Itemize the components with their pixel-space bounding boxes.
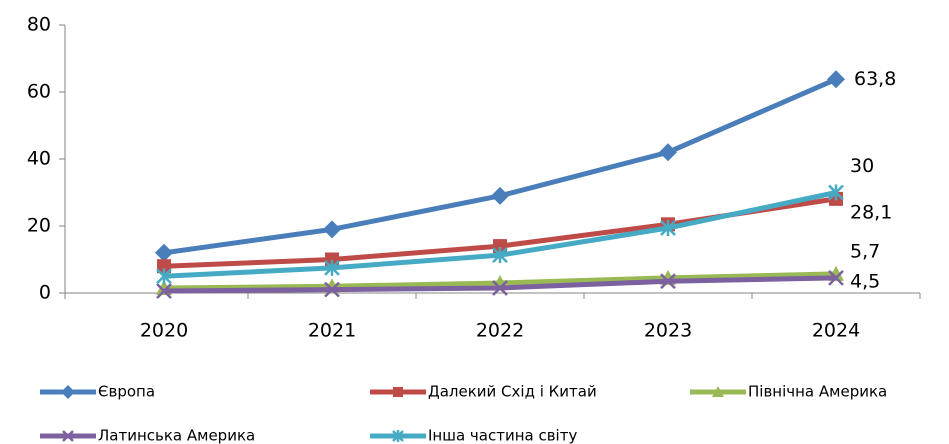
x-tick-label: 2023 (644, 320, 692, 342)
legend-marker (393, 387, 403, 397)
marker (324, 259, 340, 276)
x-tick-label: 2020 (140, 320, 188, 342)
y-tick-label: 0 (39, 282, 51, 304)
marker (157, 259, 171, 274)
series-line (163, 76, 837, 256)
marker (492, 280, 508, 296)
y-tick-label: 60 (27, 81, 51, 103)
legend-label: Латинська Америка (98, 427, 255, 444)
legend-label: Північна Америка (748, 383, 887, 401)
legend-marker (712, 386, 724, 397)
marker (660, 220, 676, 237)
marker (828, 184, 844, 201)
legend-label: Європа (98, 383, 155, 401)
marker (155, 243, 173, 262)
data-label: 30 (850, 155, 874, 177)
marker (323, 220, 341, 239)
data-label: 4,5 (850, 270, 880, 292)
marker (156, 268, 172, 285)
marker (659, 143, 677, 162)
legend-marker (61, 385, 75, 399)
marker (660, 273, 676, 290)
x-tick-label: 2022 (476, 320, 524, 342)
y-tick-label: 20 (27, 215, 51, 237)
x-tick-label: 2021 (308, 320, 356, 342)
legend-label: Далекий Схід і Китай (428, 383, 597, 401)
marker (324, 281, 340, 298)
legend-marker (62, 430, 74, 442)
x-tick-label: 2024 (812, 320, 860, 342)
data-label: 63,8 (854, 68, 896, 90)
y-tick-label: 40 (27, 148, 51, 170)
data-label: 28,1 (850, 201, 892, 223)
legend-label: Інша частина світу (428, 427, 577, 444)
marker (828, 270, 844, 286)
marker (156, 283, 172, 299)
data-label: 5,7 (850, 240, 880, 262)
marker (493, 239, 507, 254)
marker (827, 70, 845, 89)
y-tick-label: 80 (27, 14, 51, 36)
legend-marker (392, 430, 404, 442)
marker (491, 186, 509, 205)
marker (492, 247, 508, 264)
